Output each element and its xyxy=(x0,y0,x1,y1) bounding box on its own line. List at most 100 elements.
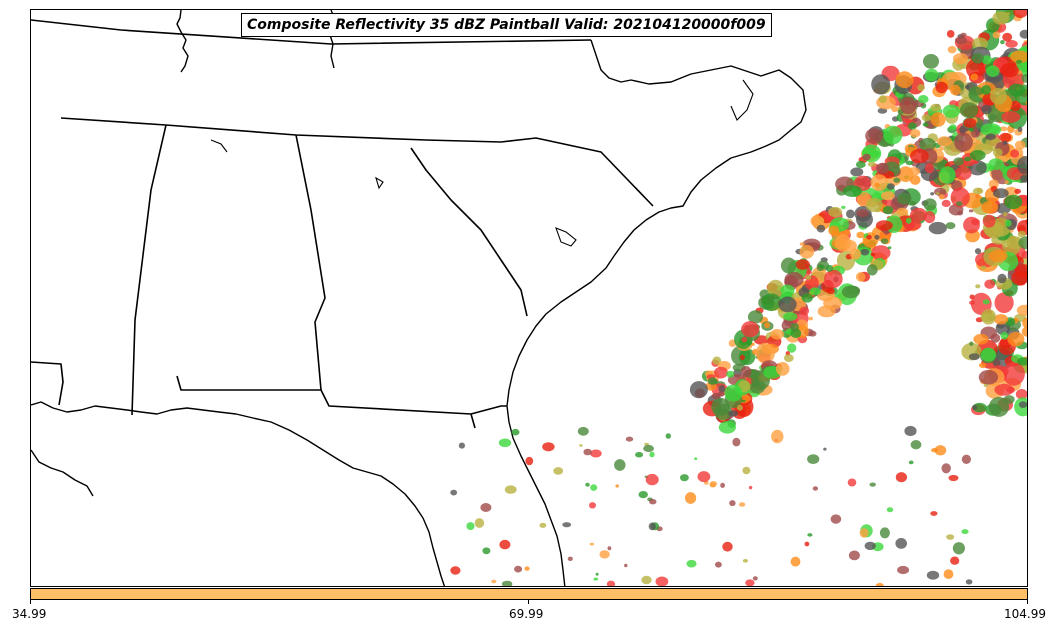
reflectivity-blob xyxy=(923,54,939,69)
reflectivity-blob xyxy=(883,125,903,145)
reflectivity-blob xyxy=(936,136,953,147)
reflectivity-blob xyxy=(997,273,1007,284)
reflectivity-blob xyxy=(741,321,760,338)
reflectivity-blob xyxy=(480,503,492,512)
reflectivity-blob xyxy=(987,118,995,124)
reflectivity-blob xyxy=(1017,156,1027,175)
reflectivity-blob xyxy=(1004,180,1009,184)
reflectivity-blob xyxy=(1016,59,1023,64)
colorbar xyxy=(30,588,1028,600)
reflectivity-blob xyxy=(981,104,992,115)
reflectivity-blob xyxy=(665,433,671,439)
reflectivity-blob xyxy=(969,300,975,305)
reflectivity-blob xyxy=(689,381,708,399)
reflectivity-blob xyxy=(638,491,648,499)
reflectivity-blob xyxy=(880,238,889,245)
reflectivity-blob xyxy=(897,192,912,205)
reflectivity-blob xyxy=(969,150,986,161)
reflectivity-blob xyxy=(1008,83,1025,97)
colorbar-tick-label-max: 104.99 xyxy=(1004,607,1046,621)
reflectivity-blob xyxy=(755,342,775,364)
lake-marion xyxy=(555,227,577,247)
reflectivity-blob xyxy=(1010,50,1027,64)
reflectivity-blob xyxy=(961,454,972,464)
reflectivity-blob xyxy=(1010,149,1020,158)
reflectivity-blob xyxy=(919,137,936,152)
reflectivity-blob xyxy=(585,482,590,487)
reflectivity-blob xyxy=(511,428,520,436)
reflectivity-blob xyxy=(924,163,935,174)
reflectivity-blob xyxy=(742,559,749,563)
reflectivity-blob xyxy=(1016,304,1027,316)
reflectivity-blob xyxy=(865,197,883,212)
reflectivity-blob xyxy=(984,279,996,289)
reflectivity-blob xyxy=(860,248,870,256)
reflectivity-blob xyxy=(482,547,491,555)
reflectivity-blob xyxy=(567,556,573,561)
reflectivity-blob xyxy=(909,129,921,138)
reflectivity-blob xyxy=(842,185,863,197)
reflectivity-blob xyxy=(680,474,689,482)
reflectivity-blob xyxy=(775,362,790,376)
reflectivity-blob xyxy=(1003,211,1008,217)
reflectivity-blob xyxy=(491,579,497,584)
reflectivity-blob xyxy=(866,234,872,240)
reflectivity-blob xyxy=(992,148,1003,157)
reflectivity-blob xyxy=(895,472,908,483)
reflectivity-blob xyxy=(1021,73,1027,83)
reflectivity-blob xyxy=(819,265,825,269)
reflectivity-blob xyxy=(1021,326,1027,337)
reflectivity-blob xyxy=(981,85,991,95)
reflectivity-blob xyxy=(949,124,957,130)
reflectivity-blob xyxy=(590,449,602,458)
reflectivity-blob xyxy=(450,566,461,575)
reflectivity-blob xyxy=(957,210,964,216)
reflectivity-blob xyxy=(930,192,935,196)
reflectivity-blob xyxy=(879,527,890,539)
reflectivity-blob xyxy=(641,575,652,585)
reflectivity-blob xyxy=(799,306,810,316)
reflectivity-blob xyxy=(968,353,980,361)
reflectivity-blob xyxy=(941,463,951,474)
reflectivity-blob xyxy=(655,576,669,586)
reflectivity-blob xyxy=(714,403,732,421)
reflectivity-blob xyxy=(799,244,815,259)
reflectivity-blob xyxy=(799,242,805,246)
reflectivity-blob xyxy=(947,45,957,54)
reflectivity-blob xyxy=(964,84,970,90)
reflectivity-blob xyxy=(930,511,938,516)
reflectivity-blob xyxy=(808,316,813,321)
reflectivity-blob xyxy=(501,580,513,586)
lake-alabama xyxy=(210,139,228,153)
reflectivity-blob xyxy=(905,217,912,224)
reflectivity-blob xyxy=(988,164,995,172)
reflectivity-blob xyxy=(988,125,1001,133)
reflectivity-blob xyxy=(614,459,626,471)
reflectivity-blob xyxy=(615,484,619,488)
reflectivity-blob xyxy=(999,126,1008,132)
border-al-ga xyxy=(295,134,326,391)
reflectivity-blob xyxy=(717,391,725,397)
reflectivity-blob xyxy=(848,550,860,561)
reflectivity-blob xyxy=(982,299,990,305)
reflectivity-blob xyxy=(643,444,654,453)
reflectivity-blob xyxy=(752,576,758,581)
reflectivity-blob xyxy=(738,348,756,366)
reflectivity-blob xyxy=(910,440,922,450)
reflectivity-blob xyxy=(1013,10,1027,18)
reflectivity-blob xyxy=(865,128,883,144)
reflectivity-blob xyxy=(896,207,909,216)
reflectivity-blob xyxy=(924,211,936,224)
reflectivity-blob xyxy=(886,507,894,513)
reflectivity-blob xyxy=(938,194,945,200)
reflectivity-blob xyxy=(878,95,887,104)
reflectivity-blob xyxy=(1015,389,1027,400)
reflectivity-blob xyxy=(824,269,843,289)
lake-ga xyxy=(375,176,384,190)
reflectivity-blob xyxy=(869,150,881,158)
reflectivity-blob xyxy=(542,442,555,452)
reflectivity-blob xyxy=(720,482,725,488)
reflectivity-blob xyxy=(928,221,947,235)
reflectivity-blob xyxy=(709,481,718,487)
reflectivity-blob xyxy=(767,279,785,297)
